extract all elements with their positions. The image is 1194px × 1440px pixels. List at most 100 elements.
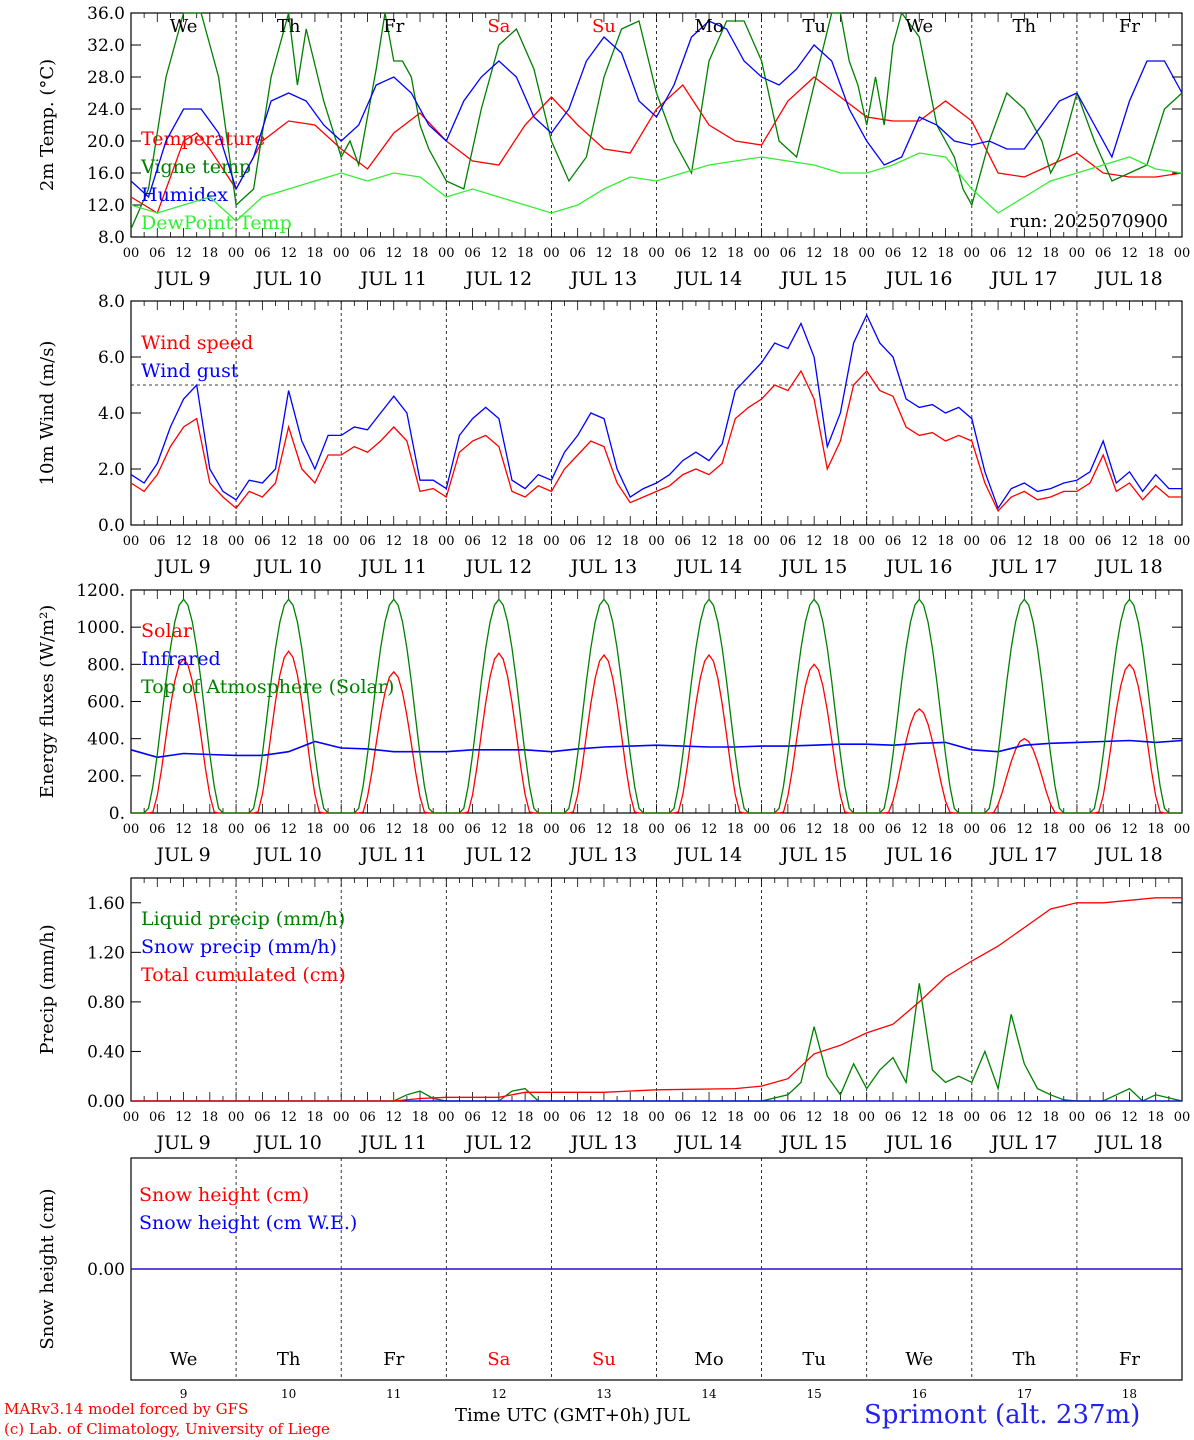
hour-tick-label: 00 [228, 1110, 245, 1125]
series-line-temperature [130, 76, 1183, 214]
hour-tick-label: 12 [1121, 1110, 1138, 1125]
hour-tick-label: 12 [385, 246, 402, 261]
weekday-label: Fr [383, 1349, 404, 1370]
hour-tick-label: 00 [333, 246, 350, 261]
day-number-label: 16 [912, 1387, 927, 1401]
hour-tick-label: 06 [464, 534, 481, 549]
hour-tick-label: 18 [622, 822, 639, 837]
hour-tick-label: 18 [727, 534, 744, 549]
hour-tick-label: 00 [543, 822, 560, 837]
y-tick-label: 8.0 [98, 228, 125, 248]
hour-tick-label: 18 [412, 246, 429, 261]
date-label: JUL 11 [359, 556, 427, 578]
hour-tick-label: 18 [1147, 246, 1164, 261]
hour-tick-label: 06 [569, 246, 586, 261]
hour-tick-label: 06 [990, 534, 1007, 549]
hour-tick-label: 00 [753, 822, 770, 837]
hour-tick-label: 18 [202, 534, 219, 549]
hour-tick-label: 06 [1095, 1110, 1112, 1125]
y-tick-label: 0.40 [87, 1042, 125, 1062]
hour-tick-label: 12 [701, 822, 718, 837]
hour-tick-label: 06 [359, 246, 376, 261]
hour-tick-label: 12 [1121, 822, 1138, 837]
y-tick-label: 24.0 [87, 100, 125, 120]
y-tick-label: 6.0 [98, 348, 125, 368]
hour-tick-label: 06 [254, 1110, 271, 1125]
series-line-wind-speed [130, 369, 1182, 513]
date-label: JUL 15 [779, 268, 847, 290]
hour-tick-label: 12 [385, 1110, 402, 1125]
y-tick-label: 1000. [76, 618, 125, 638]
hour-tick-label: 06 [780, 822, 797, 837]
date-label: JUL 15 [779, 844, 847, 866]
y-tick-label: 16.0 [87, 164, 125, 184]
temperature-panel: 8.0 12.0 16.0 20.0 24.0 28.0 32.0 36.0 2m Temp. … [37, 4, 1190, 290]
date-label: JUL 12 [464, 268, 532, 290]
hour-tick-label: 06 [675, 1110, 692, 1125]
hour-tick-label: 00 [1069, 246, 1086, 261]
hour-tick-label: 06 [675, 246, 692, 261]
hour-tick-label: 12 [175, 534, 192, 549]
hour-tick-label: 00 [438, 534, 455, 549]
hour-tick-label: 12 [806, 534, 823, 549]
hour-tick-label: 12 [491, 1110, 508, 1125]
legend-entry: Temperature [141, 128, 265, 150]
date-label: JUL 9 [154, 556, 210, 578]
station-name: Sprimont (alt. 237m) [864, 1400, 1141, 1430]
hour-tick-label: 06 [780, 246, 797, 261]
hour-tick-label: 12 [1121, 246, 1138, 261]
hour-tick-label: 18 [1147, 1110, 1164, 1125]
hour-tick-label: 18 [622, 1110, 639, 1125]
hour-tick-label: 18 [1042, 822, 1059, 837]
hour-tick-label: 00 [1174, 822, 1191, 837]
series-line-infrared [130, 739, 1183, 759]
hour-tick-label: 00 [964, 534, 981, 549]
legend-entry: Wind speed [141, 332, 253, 354]
legend-entry: Humidex [141, 184, 228, 206]
weekday-label: Tu [802, 16, 826, 37]
y-tick-label: 200. [87, 767, 125, 787]
hour-tick-label: 00 [438, 1110, 455, 1125]
hour-tick-label: 12 [175, 246, 192, 261]
time-axis-label: Time UTC (GMT+0h) JUL [455, 1405, 690, 1426]
series-line-top-of-atmosphere-solar- [131, 598, 1182, 814]
hour-tick-label: 18 [1042, 1110, 1059, 1125]
y-tick-label: 36.0 [87, 4, 125, 24]
hour-tick-label: 06 [990, 1110, 1007, 1125]
hour-tick-label: 06 [464, 822, 481, 837]
hour-tick-label: 00 [858, 1110, 875, 1125]
hour-tick-label: 00 [543, 1110, 560, 1125]
hour-tick-label: 18 [832, 246, 849, 261]
date-label: JUL 12 [464, 844, 532, 866]
legend-entry: Snow precip (mm/h) [141, 936, 337, 958]
y-axis-label: Energy fluxes (W/m²) [37, 605, 58, 799]
y-tick-label: 800. [87, 655, 125, 675]
date-label: JUL 16 [884, 1132, 952, 1154]
hour-tick-label: 12 [911, 534, 928, 549]
y-tick-label: 4.0 [98, 404, 125, 424]
hour-tick-label: 18 [1147, 822, 1164, 837]
day-number-label: 11 [386, 1387, 401, 1401]
hour-tick-label: 18 [832, 822, 849, 837]
legend-entry: Solar [141, 620, 193, 642]
date-label: JUL 11 [359, 268, 427, 290]
weekday-label: We [170, 16, 198, 37]
hour-tick-label: 18 [307, 246, 324, 261]
hour-tick-label: 06 [885, 534, 902, 549]
hour-tick-label: 00 [753, 1110, 770, 1125]
hour-tick-label: 06 [1095, 246, 1112, 261]
hour-tick-label: 06 [359, 1110, 376, 1125]
hour-tick-label: 18 [517, 534, 534, 549]
hour-tick-label: 00 [648, 246, 665, 261]
hour-tick-label: 18 [622, 534, 639, 549]
weekday-label: Su [592, 1349, 616, 1370]
date-label: JUL 17 [989, 844, 1057, 866]
series-line-humidex [130, 20, 1183, 199]
date-label: JUL 11 [359, 1132, 427, 1154]
hour-tick-label: 18 [937, 534, 954, 549]
date-label: JUL 10 [253, 556, 321, 578]
hour-tick-label: 06 [1095, 534, 1112, 549]
hour-tick-label: 18 [412, 1110, 429, 1125]
y-tick-label: 1.20 [87, 943, 125, 963]
